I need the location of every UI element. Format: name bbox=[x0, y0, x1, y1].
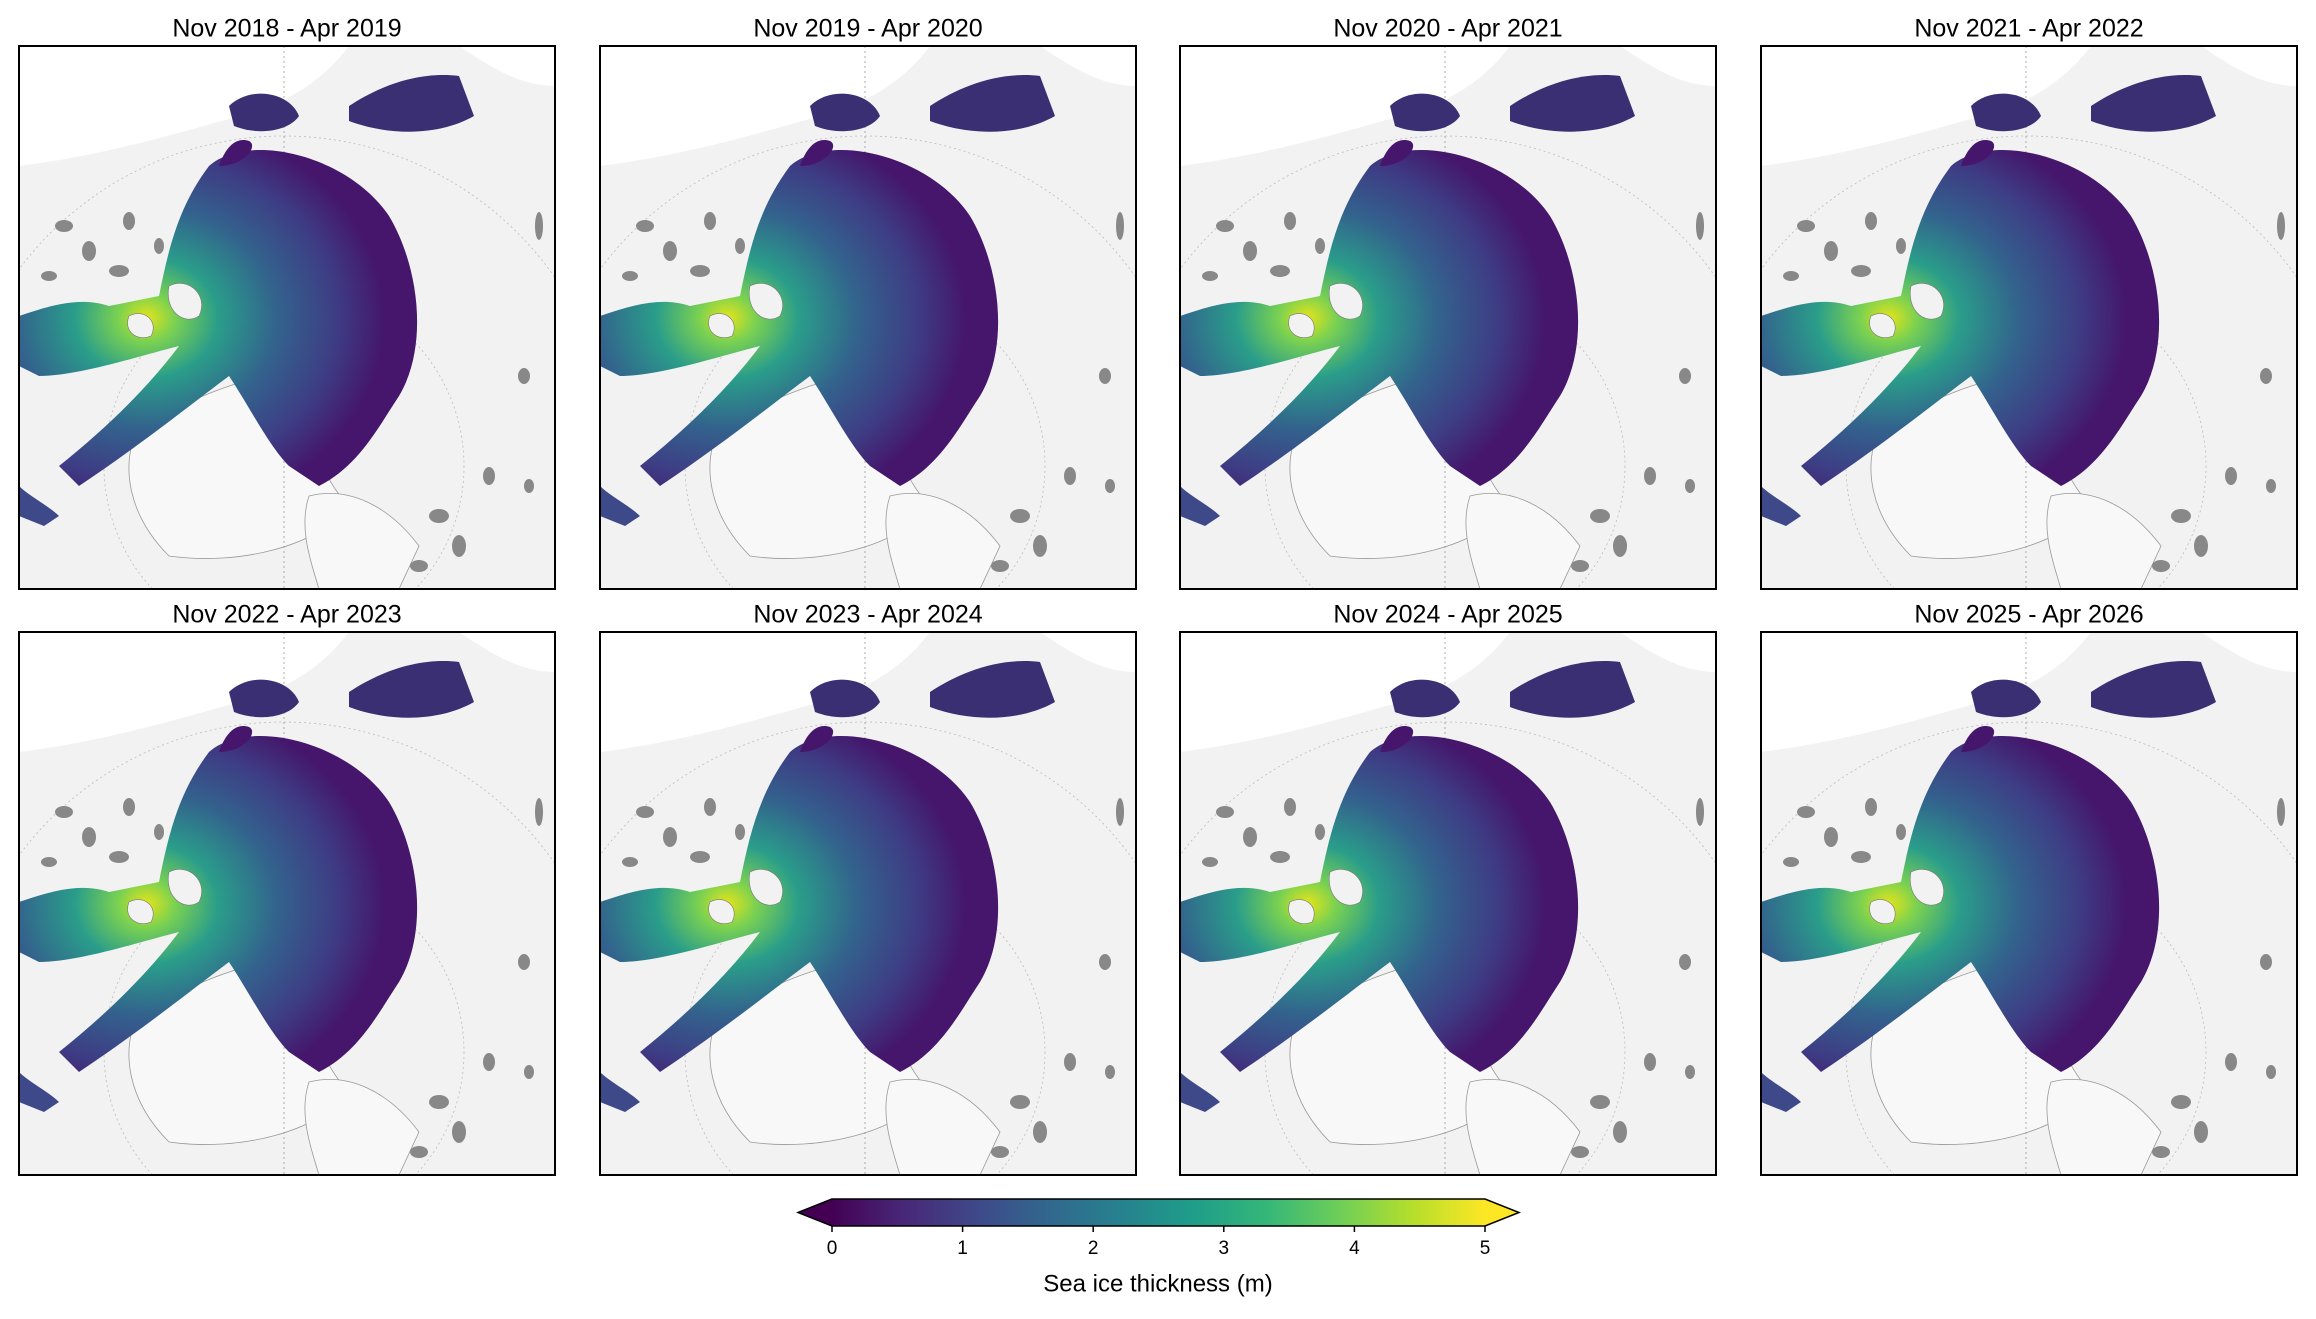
colorbar-extend-min bbox=[798, 1199, 832, 1226]
colorbar-extend-max bbox=[1485, 1199, 1519, 1226]
colorbar-tick-label: 2 bbox=[1088, 1238, 1099, 1259]
map-panel: Nov 2020 - Apr 2021 bbox=[1115, 15, 1775, 796]
colorbar-tick-label: 0 bbox=[827, 1238, 838, 1259]
panel-title: Nov 2022 - Apr 2023 bbox=[172, 601, 401, 629]
panel-title: Nov 2023 - Apr 2024 bbox=[753, 601, 982, 629]
panel-title: Nov 2024 - Apr 2025 bbox=[1333, 601, 1562, 629]
colorbar-tick-label: 4 bbox=[1349, 1238, 1360, 1259]
colorbar-scale bbox=[832, 1199, 1485, 1226]
map-panel: Nov 2022 - Apr 2023 bbox=[0, 601, 614, 1319]
map-panel: Nov 2023 - Apr 2024 bbox=[535, 601, 1195, 1319]
colorbar-tick-label: 3 bbox=[1219, 1238, 1230, 1259]
colorbar: Sea ice thickness (m) 0 1 2 3 4 5 bbox=[795, 1198, 1522, 1297]
map-panel: Nov 2025 - Apr 2026 bbox=[1696, 601, 2316, 1319]
colorbar-tick-label: 1 bbox=[957, 1238, 968, 1259]
colorbar-tick-label: 5 bbox=[1480, 1238, 1491, 1259]
panel-title: Nov 2019 - Apr 2020 bbox=[753, 15, 982, 43]
map-panel: Nov 2019 - Apr 2020 bbox=[535, 15, 1195, 796]
panels: Nov 2018 - Apr 2019 Nov 2019 - Apr 2020 No… bbox=[0, 15, 2316, 1319]
map-panel: Nov 2018 - Apr 2019 bbox=[0, 15, 614, 796]
map-panel: Nov 2024 - Apr 2025 bbox=[1115, 601, 1775, 1319]
panel-title: Nov 2020 - Apr 2021 bbox=[1333, 15, 1562, 43]
panel-title: Nov 2025 - Apr 2026 bbox=[1914, 601, 2143, 629]
colorbar-label: Sea ice thickness (m) bbox=[1043, 1270, 1272, 1297]
map-panel: Nov 2021 - Apr 2022 bbox=[1696, 15, 2316, 796]
panel-title: Nov 2021 - Apr 2022 bbox=[1914, 15, 2143, 43]
panel-title: Nov 2018 - Apr 2019 bbox=[172, 15, 401, 43]
